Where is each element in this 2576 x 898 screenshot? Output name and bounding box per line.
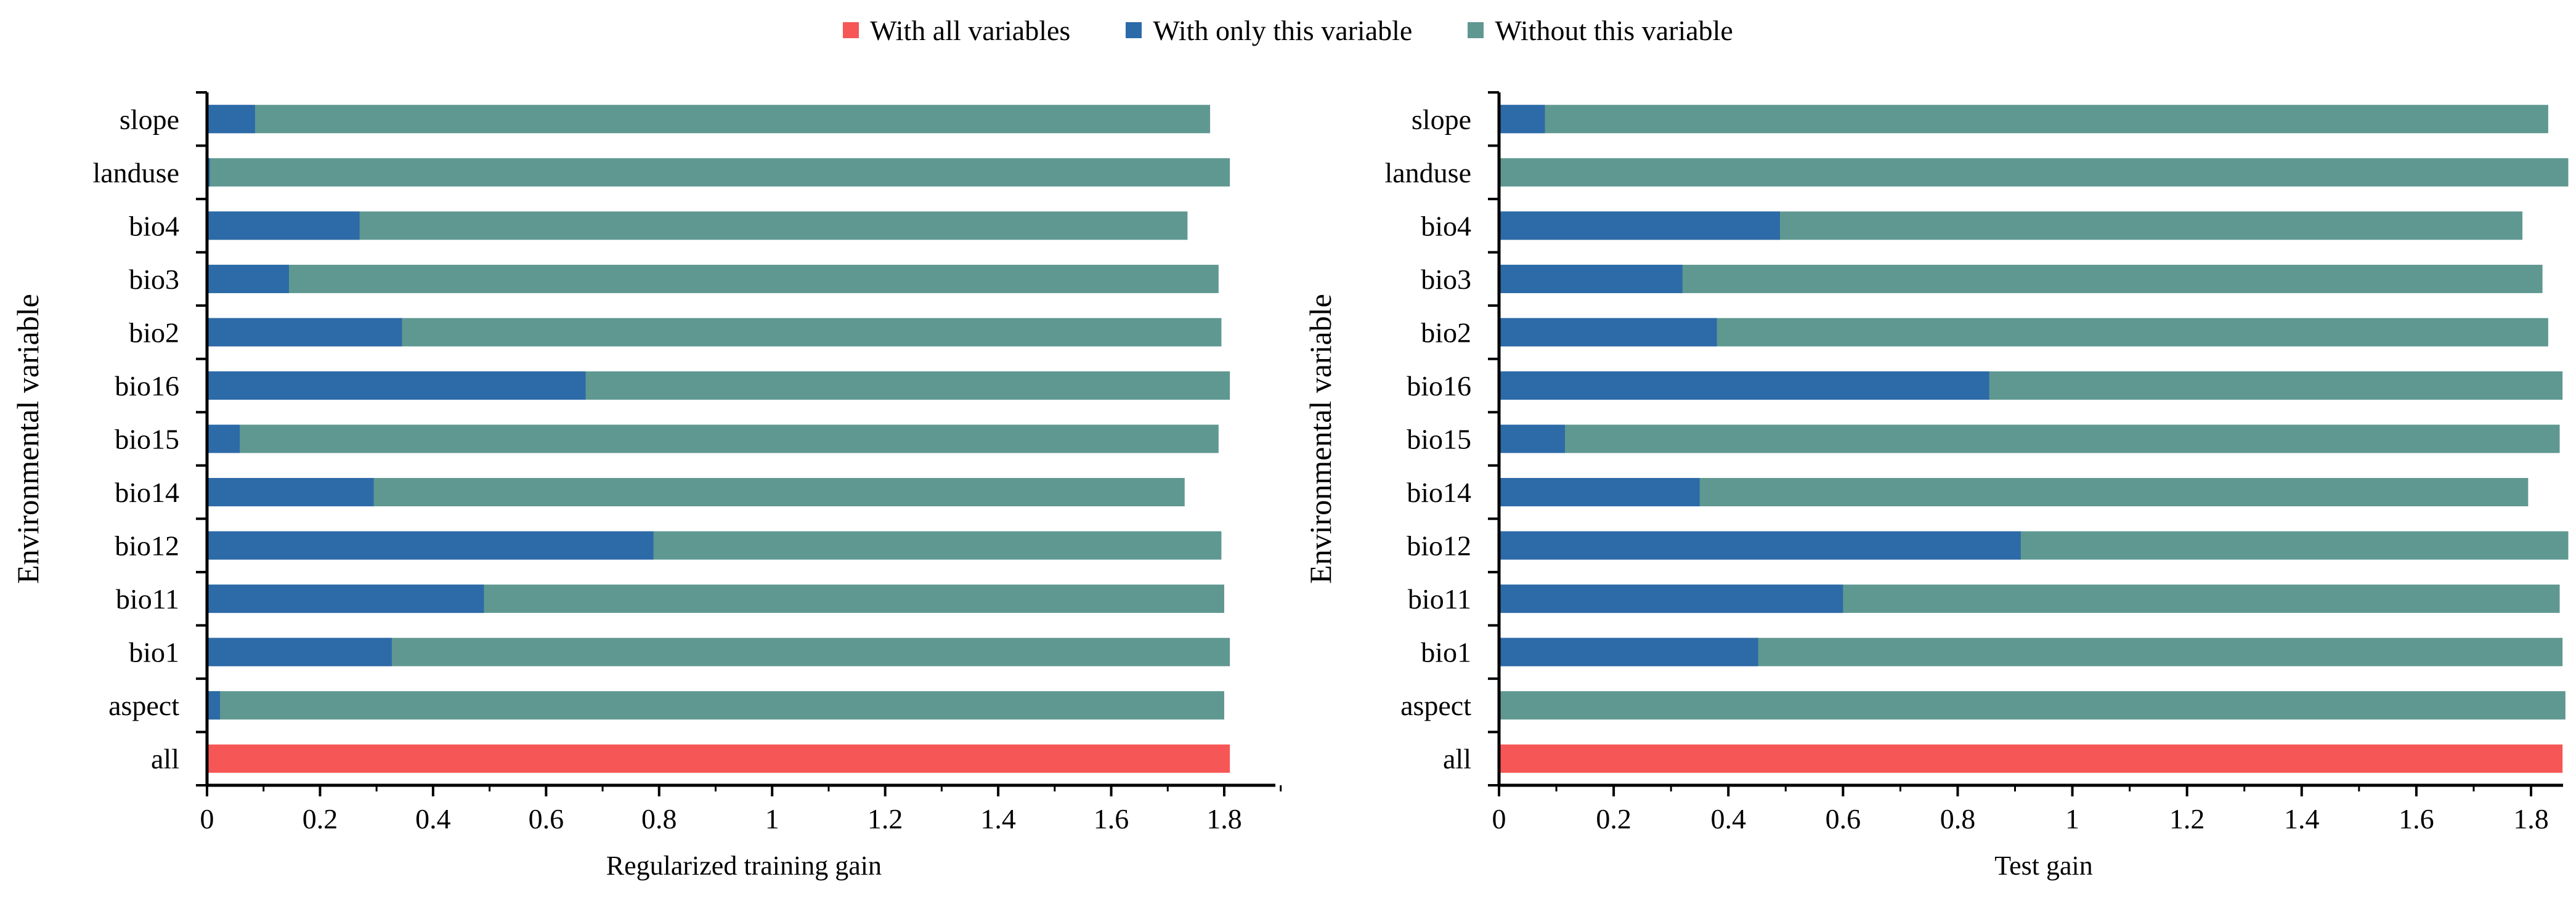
x-tick-label: 0: [1492, 803, 1506, 835]
legend-swatch: [843, 22, 859, 38]
category-label: all: [1443, 743, 1471, 775]
category-label: landuse: [92, 157, 179, 188]
category-label: slope: [1412, 103, 1471, 135]
bar-only-variable: [207, 371, 586, 400]
x-tick-label: 1: [2065, 803, 2079, 835]
category-label: bio12: [115, 530, 179, 562]
legend-label: With only this variable: [1153, 14, 1413, 46]
bar-only-variable: [207, 637, 392, 666]
category-label: aspect: [1400, 690, 1471, 721]
category-label: bio1: [129, 637, 179, 668]
bar-only-variable: [1499, 478, 1700, 507]
bar-only-variable: [207, 478, 374, 507]
category-label: all: [151, 743, 179, 775]
category-label: bio15: [1407, 424, 1471, 455]
x-tick-label: 1.8: [2513, 803, 2549, 835]
bar-all-variables: [1499, 744, 2563, 773]
category-label: bio14: [115, 477, 179, 508]
bar-only-variable: [207, 264, 289, 293]
x-tick-label: 0.2: [303, 803, 338, 835]
bar-only-variable: [207, 211, 360, 240]
legend-label: Without this variable: [1495, 14, 1733, 46]
category-label: bio16: [1407, 370, 1471, 402]
bar-only-variable: [1499, 318, 1717, 347]
y-axis-title: Environmental variable: [1303, 294, 1338, 584]
bar-without-variable: [1499, 691, 2566, 720]
category-label: bio1: [1421, 637, 1471, 668]
bar-without-variable: [1499, 424, 2560, 453]
bar-only-variable: [207, 105, 255, 134]
category-label: bio12: [1407, 530, 1471, 562]
bar-only-variable: [1499, 637, 1758, 666]
x-tick-label: 1.4: [980, 803, 1016, 835]
category-label: bio11: [116, 583, 179, 615]
bar-only-variable: [207, 585, 484, 613]
category-label: slope: [120, 103, 179, 135]
bar-only-variable: [207, 691, 221, 720]
bar-only-variable: [1499, 531, 2021, 560]
bar-only-variable: [1499, 371, 1989, 400]
x-tick-label: 0.6: [529, 803, 564, 835]
bar-without-variable: [1499, 158, 2569, 187]
x-tick-label: 1: [765, 803, 779, 835]
category-label: bio4: [129, 210, 179, 241]
x-axis-title: Test gain: [1994, 851, 2092, 881]
legend-item: With all variables: [843, 14, 1070, 47]
bar-only-variable: [1499, 264, 1683, 293]
bar-all-variables: [207, 744, 1230, 773]
x-tick-label: 1.6: [1094, 803, 1129, 835]
x-tick-label: 0.6: [1826, 803, 1861, 835]
category-label: bio16: [115, 370, 179, 402]
category-label: bio2: [1421, 317, 1471, 348]
category-label: bio3: [129, 264, 179, 295]
x-tick-label: 1.4: [2284, 803, 2320, 835]
legend-label: With all variables: [870, 14, 1071, 46]
bar-without-variable: [207, 264, 1219, 293]
category-label: bio14: [1407, 477, 1471, 508]
bar-only-variable: [207, 424, 240, 453]
bar-without-variable: [1499, 105, 2548, 134]
bar-only-variable: [1499, 424, 1566, 453]
x-tick-label: 0.4: [415, 803, 451, 835]
x-tick-label: 0.4: [1710, 803, 1746, 835]
legend-item: Without this variable: [1468, 14, 1733, 47]
legend-swatch: [1468, 22, 1484, 38]
category-label: bio2: [129, 317, 179, 348]
bar-only-variable: [1499, 211, 1780, 240]
x-tick-label: 1.8: [1206, 803, 1242, 835]
x-tick-label: 0.2: [1596, 803, 1631, 835]
category-label: landuse: [1384, 157, 1471, 188]
x-tick-label: 0.8: [641, 803, 677, 835]
x-tick-label: 1.2: [867, 803, 903, 835]
x-axis-title: Regularized training gain: [606, 851, 882, 881]
legend-swatch: [1126, 22, 1142, 38]
category-label: bio11: [1408, 583, 1471, 615]
x-tick-label: 0: [200, 803, 214, 835]
category-label: aspect: [108, 690, 179, 721]
legend: With all variables With only this variabl…: [0, 9, 2576, 52]
y-axis-title: Environmental variable: [10, 294, 45, 584]
category-label: bio15: [115, 424, 179, 455]
x-tick-label: 1.6: [2399, 803, 2434, 835]
bar-only-variable: [1499, 585, 1843, 613]
x-tick-label: 1.2: [2169, 803, 2205, 835]
bar-without-variable: [207, 105, 1211, 134]
x-tick-label: 0.8: [1940, 803, 1976, 835]
bar-only-variable: [207, 318, 402, 347]
bar-without-variable: [207, 691, 1224, 720]
bar-without-variable: [207, 158, 1230, 187]
bar-only-variable: [1499, 105, 1545, 134]
category-label: bio3: [1421, 264, 1471, 295]
bar-without-variable: [207, 211, 1188, 240]
category-label: bio4: [1421, 210, 1471, 241]
bar-only-variable: [207, 531, 654, 560]
bar-without-variable: [207, 424, 1219, 453]
legend-item: With only this variable: [1126, 14, 1412, 47]
